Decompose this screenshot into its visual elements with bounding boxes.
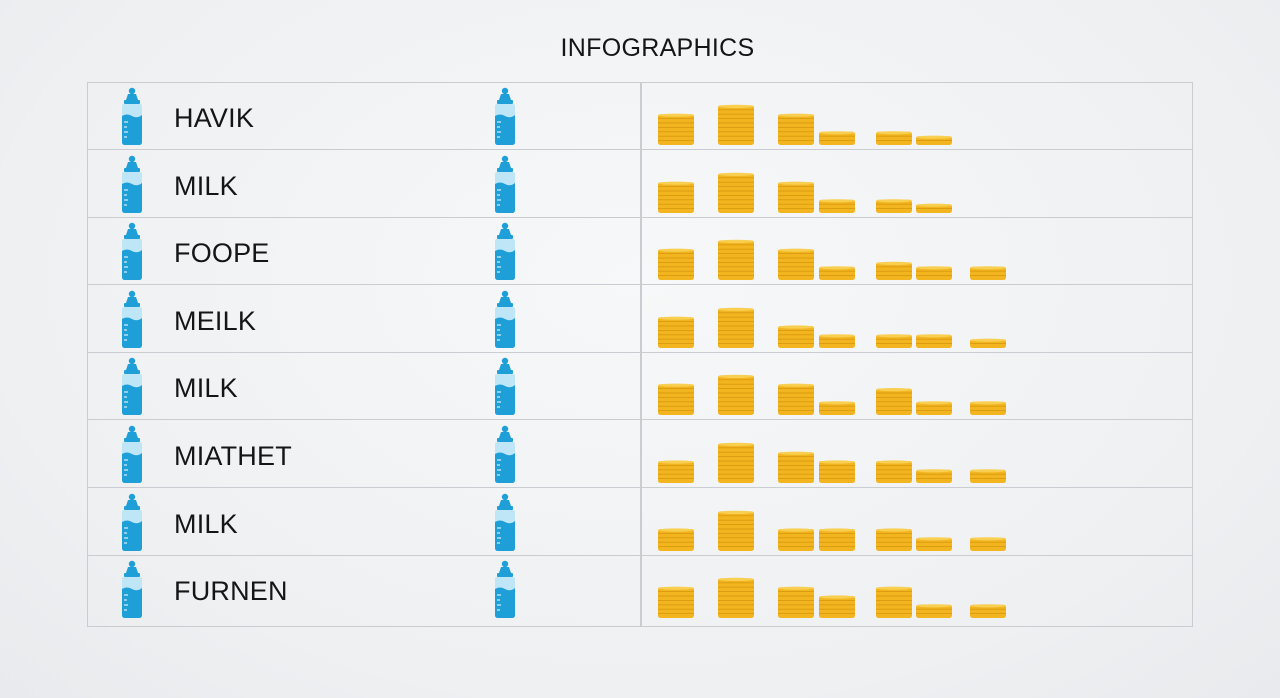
coin-stack-icon	[970, 536, 1006, 551]
row-label: MILK	[174, 373, 238, 404]
baby-bottle-icon	[495, 87, 515, 145]
table-row: MILK	[88, 151, 1192, 218]
baby-bottle-icon	[122, 87, 142, 145]
coin-stack-icon	[658, 586, 694, 619]
row-label: MEILK	[174, 305, 257, 336]
coin-stack-icon	[778, 586, 814, 619]
coin-stack-icon	[916, 536, 952, 551]
coin-stack-icon	[876, 198, 912, 213]
coin-stack-icon	[819, 333, 855, 348]
table-row: FURNEN	[88, 556, 1192, 623]
coin-stack-icon	[778, 181, 814, 213]
coin-stack-icon	[658, 527, 694, 551]
infographic-table: HAVIK MILK FOOPE MEILK MILK MIATHET MILK FURNEN	[87, 82, 1193, 627]
coin-stack-icon	[778, 527, 814, 551]
coin-stacks	[658, 442, 1006, 483]
coin-stack-icon	[778, 113, 814, 145]
coin-stacks	[658, 375, 1006, 416]
coin-stack-icon	[819, 198, 855, 213]
coin-stack-icon	[819, 595, 855, 619]
coin-stack-icon	[819, 527, 855, 551]
row-label: FOOPE	[174, 238, 270, 269]
coin-stack-icon	[658, 383, 694, 416]
coin-stack-icon	[819, 266, 855, 281]
coin-stack-icon	[970, 469, 1006, 483]
coin-stack-icon	[819, 401, 855, 416]
coin-stack-icon	[970, 401, 1006, 416]
coin-stack-icon	[876, 333, 912, 348]
coin-stack-icon	[916, 266, 952, 281]
baby-bottle-icon	[495, 290, 515, 348]
coin-stack-icon	[876, 527, 912, 551]
row-label: MILK	[174, 508, 238, 539]
coin-stack-icon	[718, 510, 754, 551]
table-row: MILK	[88, 489, 1192, 556]
coin-stack-icon	[916, 203, 952, 213]
coin-stack-icon	[778, 325, 814, 348]
coin-stack-icon	[819, 131, 855, 145]
baby-bottle-icon	[495, 155, 515, 213]
baby-bottle-icon	[122, 560, 142, 619]
coin-stacks	[658, 577, 1006, 619]
coin-stacks	[658, 239, 1006, 281]
coin-stack-icon	[876, 131, 912, 145]
row-label: FURNEN	[174, 576, 288, 607]
column-divider	[640, 83, 642, 626]
coin-stack-icon	[778, 383, 814, 416]
baby-bottle-icon	[495, 222, 515, 281]
coin-stack-icon	[718, 307, 754, 348]
coin-stack-icon	[876, 261, 912, 281]
coin-stack-icon	[970, 604, 1006, 619]
coin-stack-icon	[658, 460, 694, 483]
baby-bottle-icon	[122, 493, 142, 551]
table-row: MEILK	[88, 286, 1192, 353]
coin-stack-icon	[658, 113, 694, 145]
coin-stack-icon	[916, 604, 952, 619]
coin-stack-icon	[916, 469, 952, 483]
coin-stack-icon	[718, 577, 754, 619]
coin-stack-icon	[718, 239, 754, 281]
table-row: MIATHET	[88, 421, 1192, 488]
coin-stack-icon	[876, 460, 912, 483]
coin-stack-icon	[916, 135, 952, 145]
table-row: FOOPE	[88, 218, 1192, 286]
coin-stacks	[658, 104, 952, 145]
baby-bottle-icon	[122, 155, 142, 213]
row-label: MILK	[174, 170, 238, 201]
row-label: MIATHET	[174, 441, 292, 471]
coin-stack-icon	[876, 586, 912, 619]
baby-bottle-icon	[122, 290, 142, 348]
row-label: HAVIK	[174, 103, 255, 133]
coin-stack-icon	[658, 181, 694, 213]
baby-bottle-icon	[122, 222, 142, 281]
coin-stack-icon	[778, 248, 814, 281]
coin-stack-icon	[916, 401, 952, 416]
coin-stack-icon	[718, 442, 754, 483]
coin-stack-icon	[970, 338, 1006, 348]
coin-stack-icon	[916, 333, 952, 348]
table-row: MILK	[88, 353, 1192, 421]
baby-bottle-icon	[122, 358, 142, 416]
table-row: HAVIK	[88, 83, 1192, 150]
coin-stack-icon	[819, 460, 855, 483]
baby-bottle-icon	[495, 560, 515, 619]
coin-stacks	[658, 510, 1006, 551]
baby-bottle-icon	[495, 493, 515, 551]
coin-stacks	[658, 172, 952, 213]
coin-stack-icon	[718, 375, 754, 416]
coin-stack-icon	[718, 172, 754, 213]
coin-stacks	[658, 307, 1006, 348]
chart-title: INFOGRAPHICS	[560, 34, 755, 62]
coin-stack-icon	[778, 451, 814, 483]
baby-bottle-icon	[495, 425, 515, 483]
coin-stack-icon	[658, 248, 694, 281]
baby-bottle-icon	[122, 425, 142, 483]
coin-stack-icon	[970, 266, 1006, 281]
coin-stack-icon	[876, 388, 912, 416]
coin-stack-icon	[718, 104, 754, 145]
coin-stack-icon	[658, 316, 694, 348]
baby-bottle-icon	[495, 358, 515, 416]
